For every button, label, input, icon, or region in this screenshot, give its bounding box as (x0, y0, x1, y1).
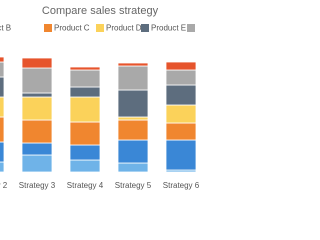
bar-segment (21, 92, 53, 98)
x-tick-label: Strategy 6 (163, 181, 200, 190)
bar-segment (69, 66, 101, 71)
bar-segment (117, 62, 149, 67)
bar-segment (21, 154, 53, 173)
legend-swatch (44, 24, 52, 32)
bar-segment (117, 89, 149, 118)
bar-segment (165, 122, 197, 141)
bar-segment (117, 139, 149, 164)
x-tick-label: Strategy 4 (67, 181, 104, 190)
bar-segment (0, 116, 5, 143)
bar-segment (117, 162, 149, 173)
x-tick-label: Strategy 5 (115, 181, 152, 190)
bar-segment (0, 96, 5, 118)
bar-segment (69, 159, 101, 173)
bar-segment (0, 56, 5, 63)
legend-swatch (96, 24, 104, 32)
bar-segment (21, 67, 53, 94)
chart-container: Compare sales strategy Product B Product … (0, 5, 200, 190)
legend-swatch (141, 24, 149, 32)
legend-label: Product C (54, 24, 90, 33)
legend-label: Product B (0, 24, 11, 33)
x-tick-label: Strategy 3 (19, 181, 56, 190)
bar-segment (165, 104, 197, 124)
legend-label: Product E (151, 24, 186, 33)
bar-segment (165, 84, 197, 106)
bar-segment (117, 116, 149, 121)
bar-segment (0, 76, 5, 98)
bar-segment (165, 61, 197, 71)
bar-segment (69, 96, 101, 123)
bar-segment (165, 139, 197, 171)
bar-segment (21, 57, 53, 69)
bar-segment (21, 96, 53, 121)
bar-segment (69, 86, 101, 98)
chart-title: Compare sales strategy (42, 5, 159, 17)
bar-segment (69, 144, 101, 161)
bar-segment (21, 119, 53, 144)
bar-segment (165, 69, 197, 86)
bar-segment (21, 142, 53, 156)
legend-label: Product D (106, 24, 142, 33)
x-tick-label: Strategy 2 (0, 181, 8, 190)
bar-segment (69, 69, 101, 88)
bar-segment (0, 61, 5, 78)
bar-segment (69, 121, 101, 146)
bar-segment (0, 141, 5, 163)
legend-swatch (187, 24, 195, 32)
bar-segment (117, 119, 149, 141)
bar-segment (0, 161, 5, 173)
chart: Compare sales strategy Product B Product … (0, 5, 200, 190)
bar-segment (117, 65, 149, 91)
